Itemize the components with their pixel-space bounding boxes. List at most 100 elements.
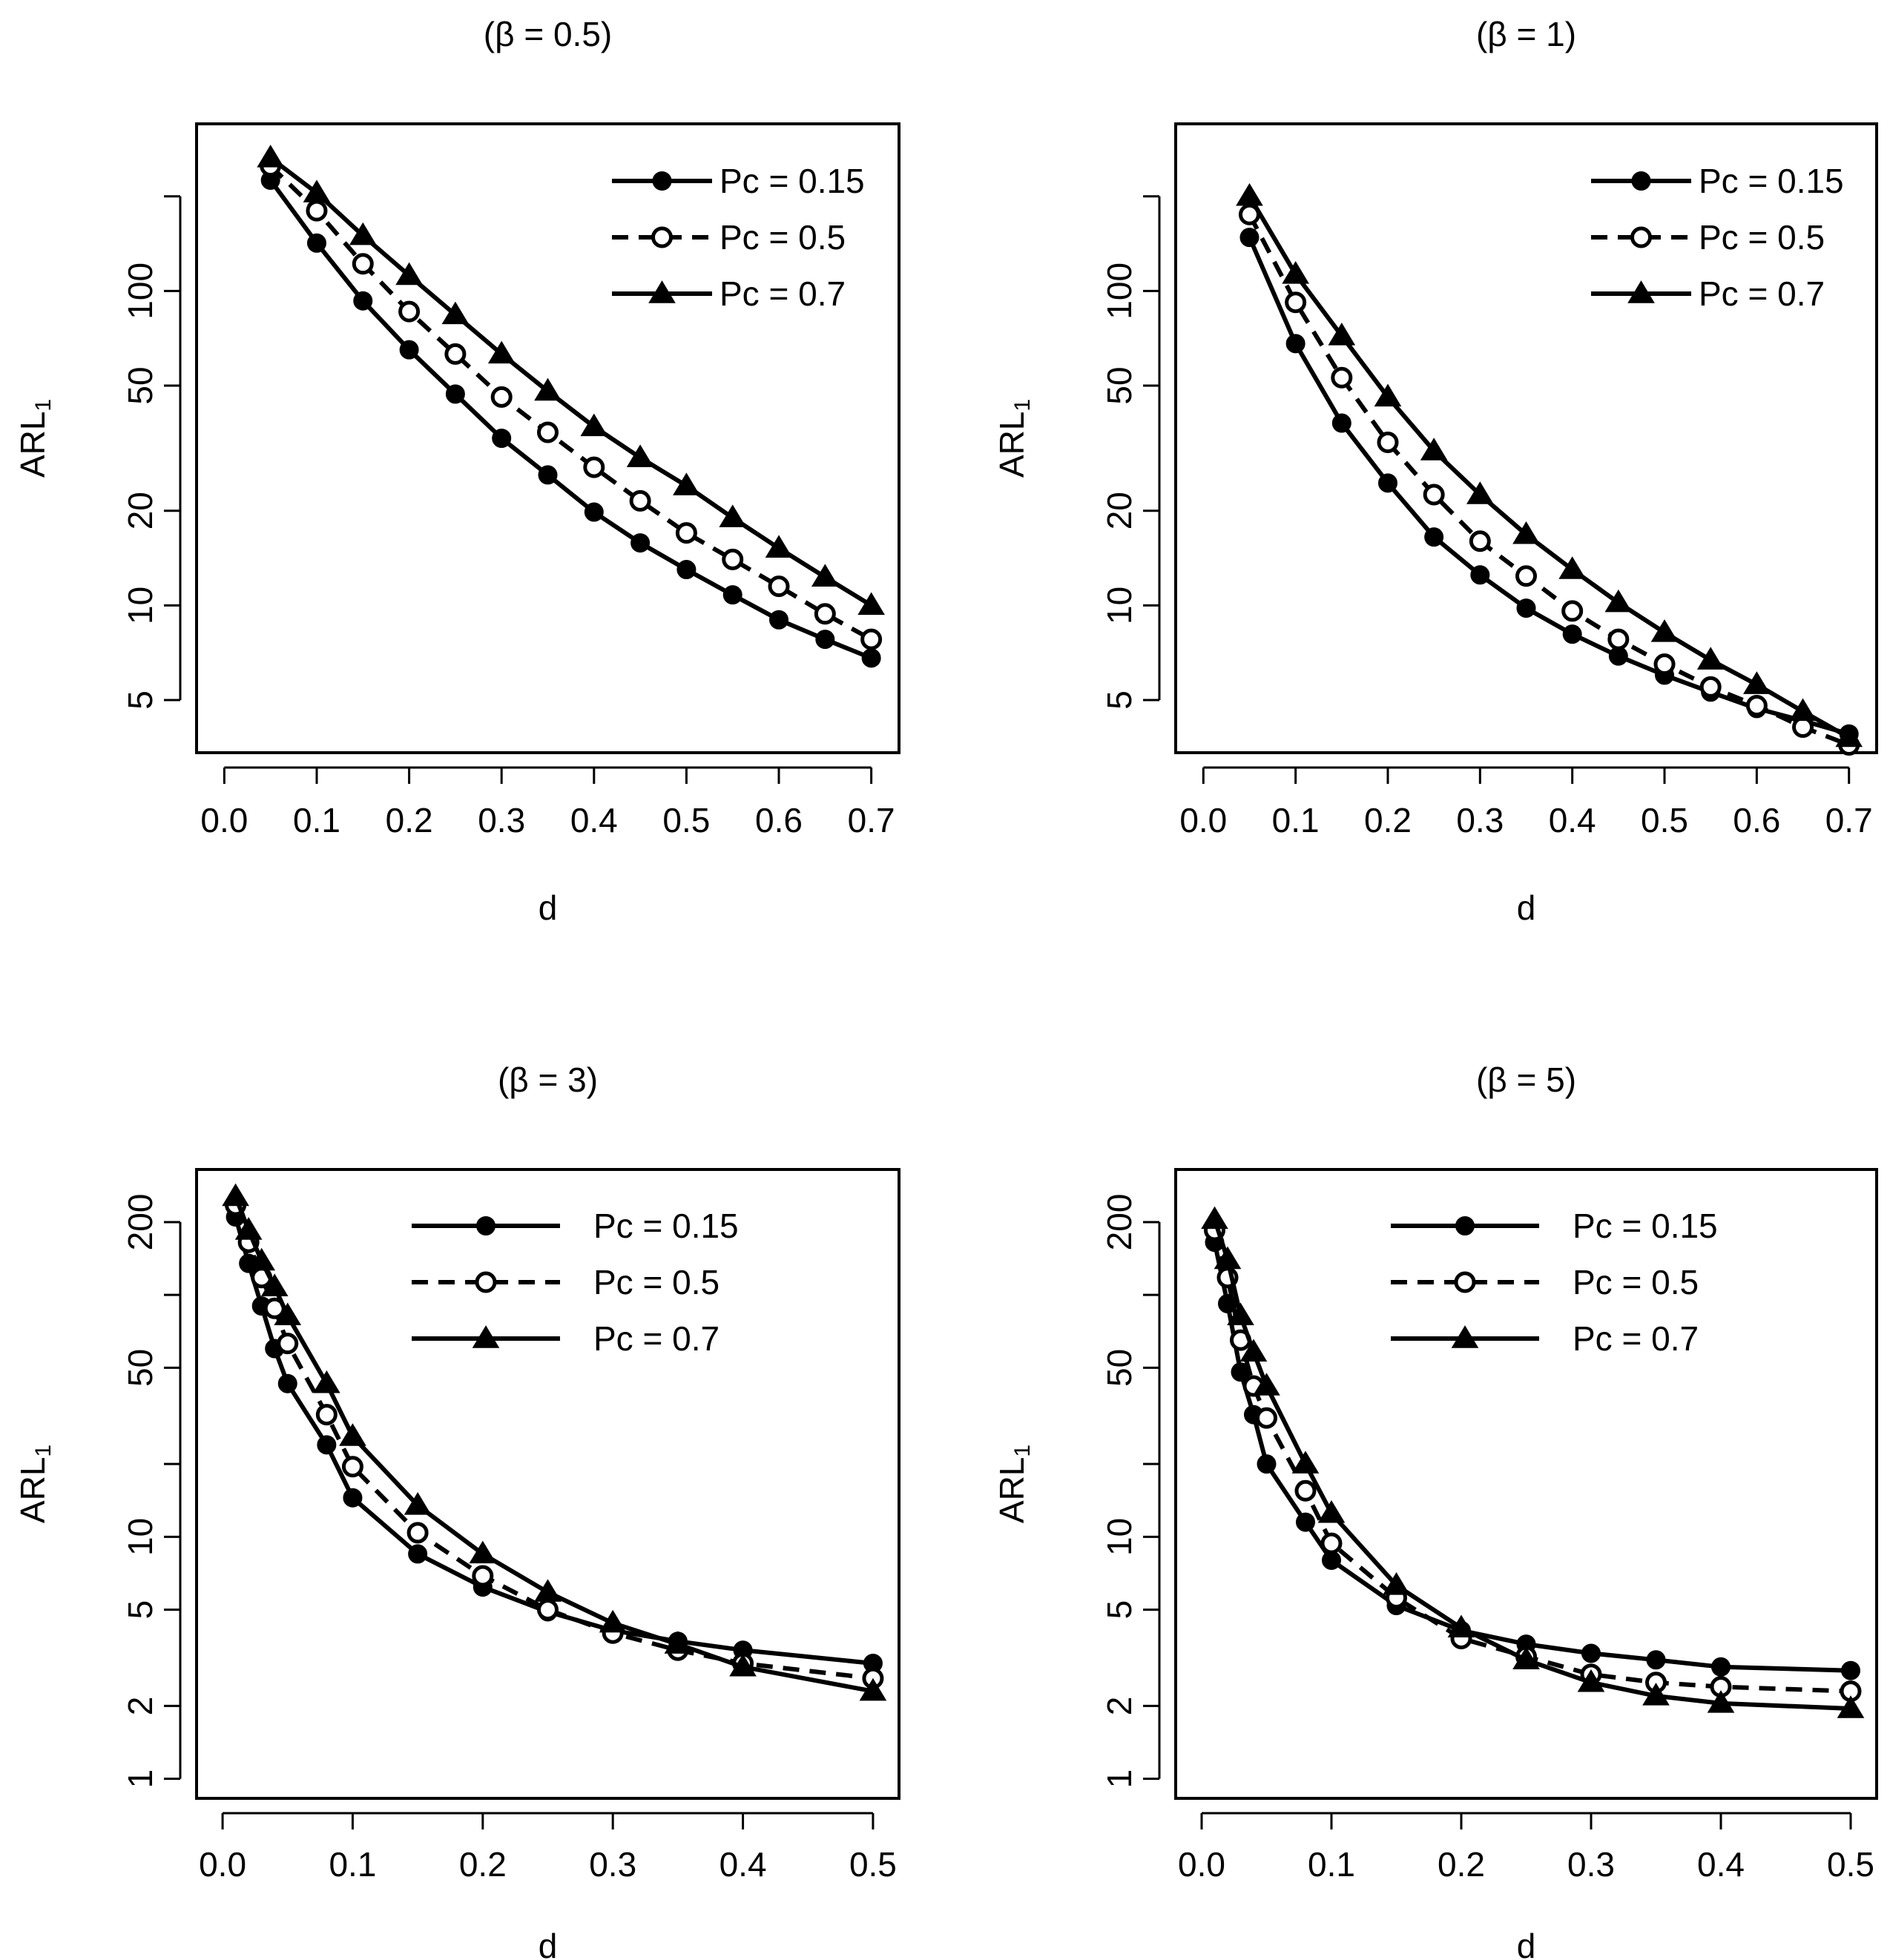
data-point — [1515, 565, 1537, 587]
data-point — [1423, 484, 1445, 506]
plot-frame — [195, 1168, 900, 1800]
y-tick-label: 2 — [121, 1697, 159, 1716]
data-point — [1466, 481, 1494, 504]
data-point — [1577, 1669, 1605, 1692]
y-tick-label: 50 — [121, 366, 159, 404]
data-point — [1377, 431, 1399, 453]
x-axis-label: d — [539, 1927, 558, 1960]
y-tick-label: 100 — [121, 263, 159, 320]
y-tick-label: 50 — [1100, 366, 1139, 404]
y-tick-label: 1 — [121, 1769, 159, 1789]
data-point — [1516, 598, 1536, 618]
data-point — [583, 456, 605, 478]
data-point — [341, 1456, 363, 1478]
y-axis-label: ARL1 — [13, 399, 56, 478]
data-point — [352, 253, 374, 275]
legend-marker — [1451, 1325, 1479, 1348]
legend-entry: Pc = 0.5 — [612, 218, 846, 257]
data-point — [1470, 565, 1490, 585]
series-pc-0-7 — [1236, 182, 1863, 748]
y-axis-label-subscript: 1 — [31, 1445, 56, 1457]
data-point — [1653, 653, 1676, 676]
data-point — [1227, 1302, 1254, 1325]
data-point — [339, 1423, 366, 1446]
y-tick-label: 20 — [121, 492, 159, 529]
data-point — [584, 502, 604, 522]
data-point — [768, 575, 790, 598]
data-point — [1699, 676, 1722, 698]
legend-label: Pc = 0.15 — [1699, 162, 1844, 200]
data-point — [857, 592, 885, 616]
data-point — [599, 1609, 627, 1633]
data-point — [722, 548, 744, 570]
x-tick-label: 0.2 — [386, 801, 433, 839]
y-axis-label-main: ARL — [13, 1457, 52, 1523]
y-axis-label-subscript: 1 — [31, 399, 56, 412]
legend: Pc = 0.15 Pc = 0.5 Pc = 0.7 — [412, 1207, 739, 1358]
plot-frame — [1174, 1168, 1878, 1800]
data-point — [1562, 624, 1582, 644]
data-point — [1328, 323, 1356, 346]
data-point — [1604, 589, 1633, 613]
y-tick-label: 5 — [1100, 1600, 1139, 1620]
x-tick-label: 0.1 — [293, 801, 340, 839]
y-tick-label: 2 — [1100, 1697, 1139, 1716]
x-tick-label: 0.2 — [1438, 1845, 1485, 1884]
data-point — [1239, 228, 1260, 248]
series-pc-0-7 — [222, 1183, 887, 1701]
series-pc-0-5 — [1238, 203, 1860, 756]
x-tick-label: 0.0 — [199, 1845, 246, 1884]
data-point — [860, 628, 883, 650]
legend-marker — [476, 1216, 495, 1235]
x-tick-label: 0.4 — [570, 801, 618, 839]
legend-entry: Pc = 0.5 — [1391, 1263, 1699, 1301]
x-tick-label: 0.2 — [459, 1845, 507, 1884]
x-tick-label: 0.3 — [478, 801, 525, 839]
legend-marker — [1454, 1271, 1476, 1293]
data-point — [306, 233, 326, 253]
legend-marker — [1455, 1216, 1475, 1235]
legend-entry: Pc = 0.5 — [1591, 218, 1825, 257]
data-point — [303, 179, 331, 202]
data-point — [722, 585, 742, 605]
data-point — [404, 1492, 432, 1515]
data-point — [492, 429, 512, 448]
y-tick-label: 50 — [1100, 1349, 1139, 1387]
data-point — [1214, 1246, 1242, 1270]
chart-panel-1: (β = 0.5) 0.0 0.1 0.2 0.3 0.4 0.5 0.6 0.7 5 10 20 50… — [13, 15, 900, 927]
chart-title: (β = 3) — [498, 1060, 598, 1099]
data-point — [398, 300, 421, 323]
data-point — [1841, 1660, 1860, 1680]
data-point — [1512, 521, 1540, 544]
legend-entry: Pc = 0.15 — [1591, 162, 1844, 200]
data-point — [399, 340, 419, 360]
y-tick-label: 5 — [121, 690, 159, 710]
data-point — [630, 533, 651, 553]
data-point — [1374, 383, 1402, 407]
chart-title: (β = 1) — [1476, 15, 1576, 53]
x-tick-label: 0.3 — [589, 1845, 636, 1884]
data-point — [1707, 1690, 1735, 1713]
legend-label: Pc = 0.15 — [1573, 1207, 1718, 1245]
x-tick-label: 0.1 — [329, 1845, 376, 1884]
legend-entry: Pc = 0.15 — [412, 1207, 739, 1245]
data-point — [313, 1370, 340, 1393]
legend-marker — [1627, 280, 1655, 303]
x-tick-label: 0.0 — [1179, 801, 1227, 839]
y-tick-label: 200 — [121, 1194, 159, 1251]
series-pc-0-7 — [1201, 1206, 1865, 1718]
data-point — [1285, 334, 1305, 354]
data-point — [537, 1599, 559, 1621]
data-point — [1835, 724, 1863, 748]
data-point — [1558, 556, 1586, 579]
legend-marker — [651, 226, 673, 248]
x-tick-label: 0.2 — [1364, 801, 1412, 839]
data-point — [1581, 1643, 1601, 1663]
data-point — [1642, 1683, 1670, 1706]
data-point — [1383, 1572, 1410, 1595]
data-point — [538, 465, 558, 485]
series-pc-0-7 — [257, 145, 885, 616]
data-point — [1745, 695, 1768, 717]
legend: Pc = 0.15 Pc = 0.5 Pc = 0.7 — [1391, 1207, 1718, 1358]
